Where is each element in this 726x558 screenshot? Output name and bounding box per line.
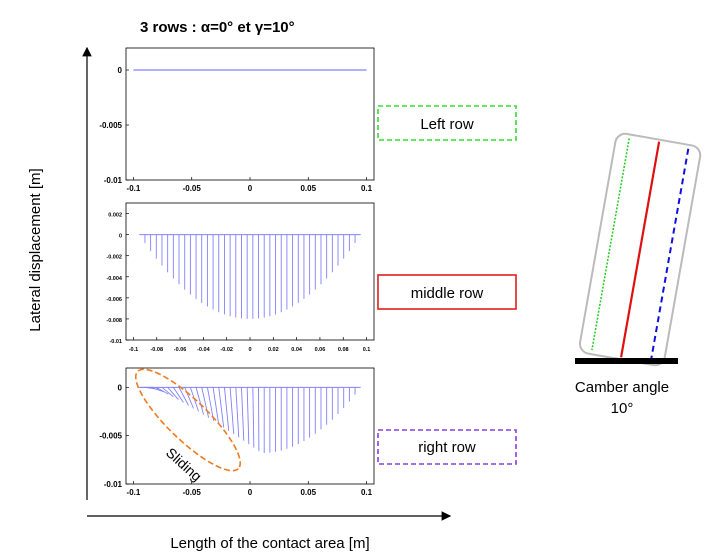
x-tick-label: 0.04 [291,347,303,353]
right-row-label: right row [418,439,476,456]
plot-frame [125,367,375,485]
x-tick-label: 0.08 [338,347,349,353]
bristle-line [156,386,169,395]
y-tick-label: -0.008 [106,318,122,324]
y-tick-label: -0.005 [99,432,122,441]
bristle-line [172,387,184,403]
x-tick-label: 0.1 [361,488,373,497]
bristle-line [206,387,215,421]
y-tick-label: -0.01 [104,480,123,489]
x-tick-label: 0.06 [315,347,326,353]
x-tick-label: 0.05 [300,488,316,497]
y-tick-label: -0.01 [109,339,122,345]
sliding-ellipse [134,368,242,472]
x-tick-label: -0.04 [197,347,210,353]
x-tick-label: -0.1 [129,347,138,353]
bristle-line [201,387,210,418]
bristle-line [161,386,174,398]
plot-frame [125,202,375,341]
figure-title: 3 rows : α=0° et γ=10° [140,19,295,36]
y-tick-label: -0.002 [106,255,122,261]
bristle-line [195,387,204,415]
right-row-plot: -0.1 -0.05 0 0.05 0.1 0 -0.005 -0.01 [99,367,375,497]
left-row-line [591,138,630,351]
x-axis-label: Length of the contact area [m] [170,535,369,552]
bristle-line [218,387,225,428]
x-tick-label: -0.06 [174,347,187,353]
bristle-line [235,387,240,438]
tire-diagram [575,132,702,367]
x-tick-label: -0.05 [183,184,202,193]
title-prefix: 3 rows : [140,19,201,36]
middle-row-label: middle row [411,285,484,302]
bristle-line [223,387,230,431]
title-formula: α=0° et γ=10° [201,19,295,36]
camber-label: Camber angle [575,379,669,396]
plot-frame [125,47,375,181]
y-tick-label: -0.01 [104,176,123,185]
right-row-box: right row [377,429,517,465]
x-tick-label: -0.05 [183,488,202,497]
x-tick-label: 0 [248,488,253,497]
bristle-line [184,387,194,409]
y-tick-label: 0.002 [108,213,122,219]
y-tick-label: -0.005 [99,121,122,130]
bristle-line [229,387,235,435]
y-tick-label: 0 [118,383,123,392]
bristle-line [241,387,245,441]
bristle-line [178,387,189,406]
camber-value: 10° [611,400,634,417]
x-tick-label: -0.08 [150,347,163,353]
x-tick-label: -0.1 [127,488,141,497]
x-tick-label: -0.02 [220,347,233,353]
middle-row-line [619,141,661,358]
y-tick-label: 0 [119,234,122,240]
bristle-line [167,387,179,400]
y-tick-label: -0.004 [106,276,123,282]
subplot-group: -0.1 -0.05 0 0.05 0.10-0.005-0.01-0.1 -0.08 -0… [99,47,375,497]
middle-row-plot: -0.1 -0.08 -0.06 -0.04 -0.02 0 0.02 0.04 0.06 0.0… [106,202,375,353]
bristle-line [150,386,164,393]
x-tick-label: 0.02 [268,347,279,353]
ground-bar [575,358,678,364]
y-axis-label: Lateral displacement [m] [27,168,44,331]
bristle-line [246,387,250,445]
middle-row-box: middle row [377,274,517,310]
right-row-line [649,148,690,361]
y-tick-label: -0.006 [106,297,122,303]
x-tick-label: 0 [248,184,253,193]
bristle-line [212,387,220,425]
bristle-line [252,387,255,448]
x-tick-label: 0.05 [300,184,316,193]
y-tick-label: 0 [118,66,123,75]
x-tick-label: 0 [248,347,251,353]
x-tick-label: 0.1 [363,347,371,353]
x-tick-label: 0.1 [361,184,373,193]
left-row-plot: -0.1 -0.05 0 0.05 0.1 0 -0.005 -0.01 [99,47,375,193]
x-tick-label: -0.1 [127,184,141,193]
left-row-box: Left row [377,105,517,141]
left-row-label: Left row [420,116,474,133]
